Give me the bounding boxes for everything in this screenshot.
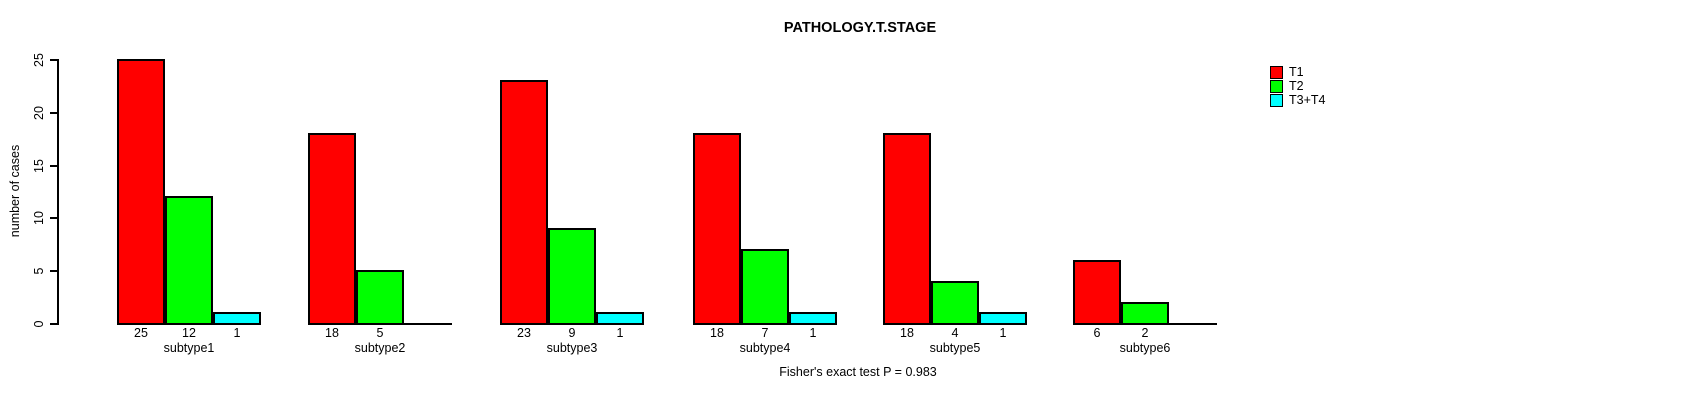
y-tick <box>50 111 57 114</box>
bar-value-label: 5 <box>376 326 384 340</box>
legend-swatch-t2 <box>1270 80 1283 93</box>
category-label: subtype4 <box>739 341 791 355</box>
bar-t1-subtype6 <box>1073 260 1121 325</box>
bar-value-label: 7 <box>761 326 769 340</box>
chart-title: PATHOLOGY.T.STAGE <box>783 20 937 36</box>
y-tick <box>50 270 57 273</box>
bar-t2-subtype1 <box>165 196 213 325</box>
y-tick <box>50 164 57 167</box>
y-tick <box>50 323 57 325</box>
y-tick <box>50 59 57 61</box>
y-tick-label: 25 <box>31 53 46 67</box>
bar-value-label: 18 <box>325 326 339 340</box>
legend-item-t2: T2 <box>1270 80 1325 93</box>
bar-t2-subtype6 <box>1121 302 1169 325</box>
bar-t2-subtype2 <box>356 270 404 325</box>
legend-label: T1 <box>1289 65 1304 80</box>
legend-item-t1: T1 <box>1270 66 1325 79</box>
legend-label: T3+T4 <box>1289 93 1326 108</box>
bar-value-label: 25 <box>134 326 148 340</box>
bar-t1-subtype4 <box>693 133 741 325</box>
legend: T1 T2 T3+T4 <box>1270 66 1325 108</box>
bar-value-label: 1 <box>999 326 1007 340</box>
category-label: subtype6 <box>1119 341 1171 355</box>
bar-t3-t4-subtype5 <box>979 312 1027 325</box>
bar-value-label: 18 <box>900 326 914 340</box>
bar-value-label: 9 <box>568 326 576 340</box>
legend-swatch-t3-t4 <box>1270 94 1283 107</box>
bar-t1-subtype2 <box>308 133 356 325</box>
y-axis-line <box>57 59 59 325</box>
legend-label: T2 <box>1289 79 1304 94</box>
category-label: subtype5 <box>929 341 981 355</box>
bar-t3-t4-subtype4 <box>789 312 837 325</box>
bar-t1-subtype1 <box>117 59 165 325</box>
category-label: subtype2 <box>354 341 406 355</box>
bar-value-label: 2 <box>1141 326 1149 340</box>
bar-value-label: 1 <box>809 326 817 340</box>
bar-value-label: 23 <box>517 326 531 340</box>
bar-t3-t4-subtype1 <box>213 312 261 325</box>
y-tick-label: 15 <box>31 158 46 173</box>
bar-t2-subtype3 <box>548 228 596 325</box>
legend-item-t3-t4: T3+T4 <box>1270 94 1325 107</box>
y-tick-label: 0 <box>31 320 46 328</box>
bar-value-label: 12 <box>182 326 196 340</box>
bar-t2-subtype5 <box>931 281 979 325</box>
footer-note: Fisher's exact test P = 0.983 <box>779 365 937 379</box>
y-tick-label: 10 <box>31 211 46 226</box>
bar-value-label: 4 <box>951 326 959 340</box>
bar-value-label: 1 <box>233 326 241 340</box>
y-tick-label: 5 <box>31 267 46 275</box>
bar-t2-subtype4 <box>741 249 789 325</box>
bar-value-label: 18 <box>710 326 724 340</box>
category-label: subtype3 <box>546 341 598 355</box>
category-label: subtype1 <box>163 341 215 355</box>
bar-t1-subtype5 <box>883 133 931 325</box>
legend-swatch-t1 <box>1270 66 1283 79</box>
bar-t1-subtype3 <box>500 80 548 325</box>
bar-t3-t4-subtype3 <box>596 312 644 325</box>
y-tick <box>50 217 57 220</box>
bar-value-label: 6 <box>1093 326 1101 340</box>
bar-value-label: 1 <box>616 326 624 340</box>
y-tick-label: 20 <box>31 105 46 120</box>
